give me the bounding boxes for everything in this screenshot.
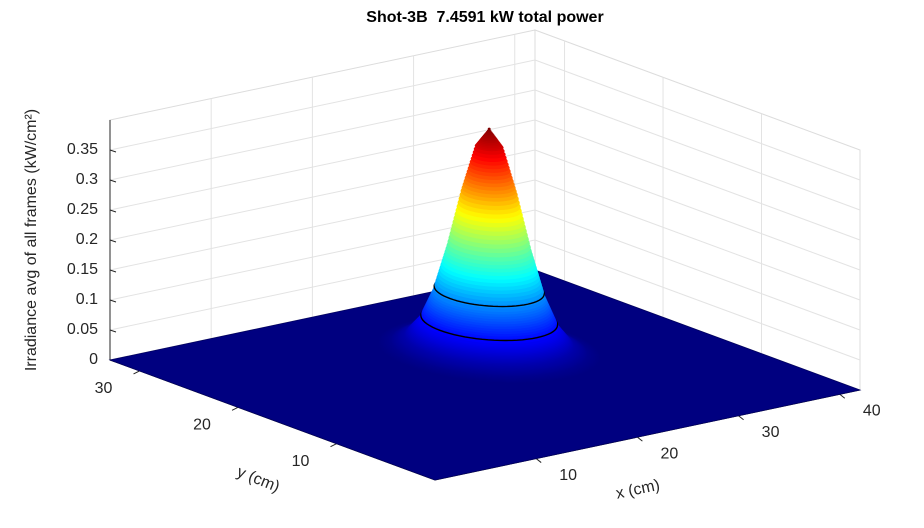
grid-line [109, 149, 536, 241]
grid-line [534, 149, 861, 271]
x-tick [637, 436, 643, 442]
y-tick [231, 406, 239, 411]
z-tick [109, 299, 117, 303]
z-tick-label: 0.35 [67, 141, 98, 158]
grid-line [109, 89, 536, 181]
grid-line [109, 59, 536, 151]
x-axis-label: x (cm) [614, 477, 661, 503]
x-tick [535, 458, 542, 463]
chart-title: Shot-3B 7.4591 kW total power [366, 9, 603, 26]
grid-line [109, 119, 536, 211]
surface [108, 127, 862, 481]
z-tick [109, 209, 117, 213]
y-tick [330, 443, 337, 448]
grid-line [534, 89, 861, 211]
z-tick-label: 0.1 [76, 291, 98, 308]
y-tick [133, 370, 140, 375]
grid-line [534, 59, 861, 181]
z-tick [109, 179, 117, 183]
x-tick-label: 10 [559, 467, 577, 484]
x-tick [738, 415, 744, 421]
z-tick-label: 0.05 [67, 321, 98, 338]
z-tick [109, 269, 117, 273]
z-tick [109, 149, 117, 153]
z-tick-label: 0.25 [67, 201, 98, 218]
grid-line [534, 209, 861, 331]
z-tick-label: 0.3 [76, 171, 98, 188]
z-tick-label: 0.15 [67, 261, 98, 278]
y-tick-label: 10 [292, 453, 310, 470]
z-tick-label: 0 [89, 351, 98, 368]
z-axis-label: Irradiance avg of all frames (kW/cm²) [23, 109, 40, 371]
grid-line [534, 239, 861, 361]
x-tick [839, 393, 846, 399]
z-tick-label: 0.2 [76, 231, 98, 248]
surface-peak [487, 127, 491, 131]
y-tick-label: 30 [95, 380, 113, 397]
x-tick-label: 40 [863, 403, 881, 420]
grid-line [534, 179, 861, 301]
x-tick-label: 30 [762, 424, 780, 441]
y-axis-label: y (cm) [234, 464, 282, 496]
grid-line [534, 119, 861, 241]
x-tick-label: 20 [660, 445, 678, 462]
y-tick-label: 20 [193, 416, 211, 433]
z-tick [109, 329, 117, 333]
z-tick [109, 239, 117, 243]
